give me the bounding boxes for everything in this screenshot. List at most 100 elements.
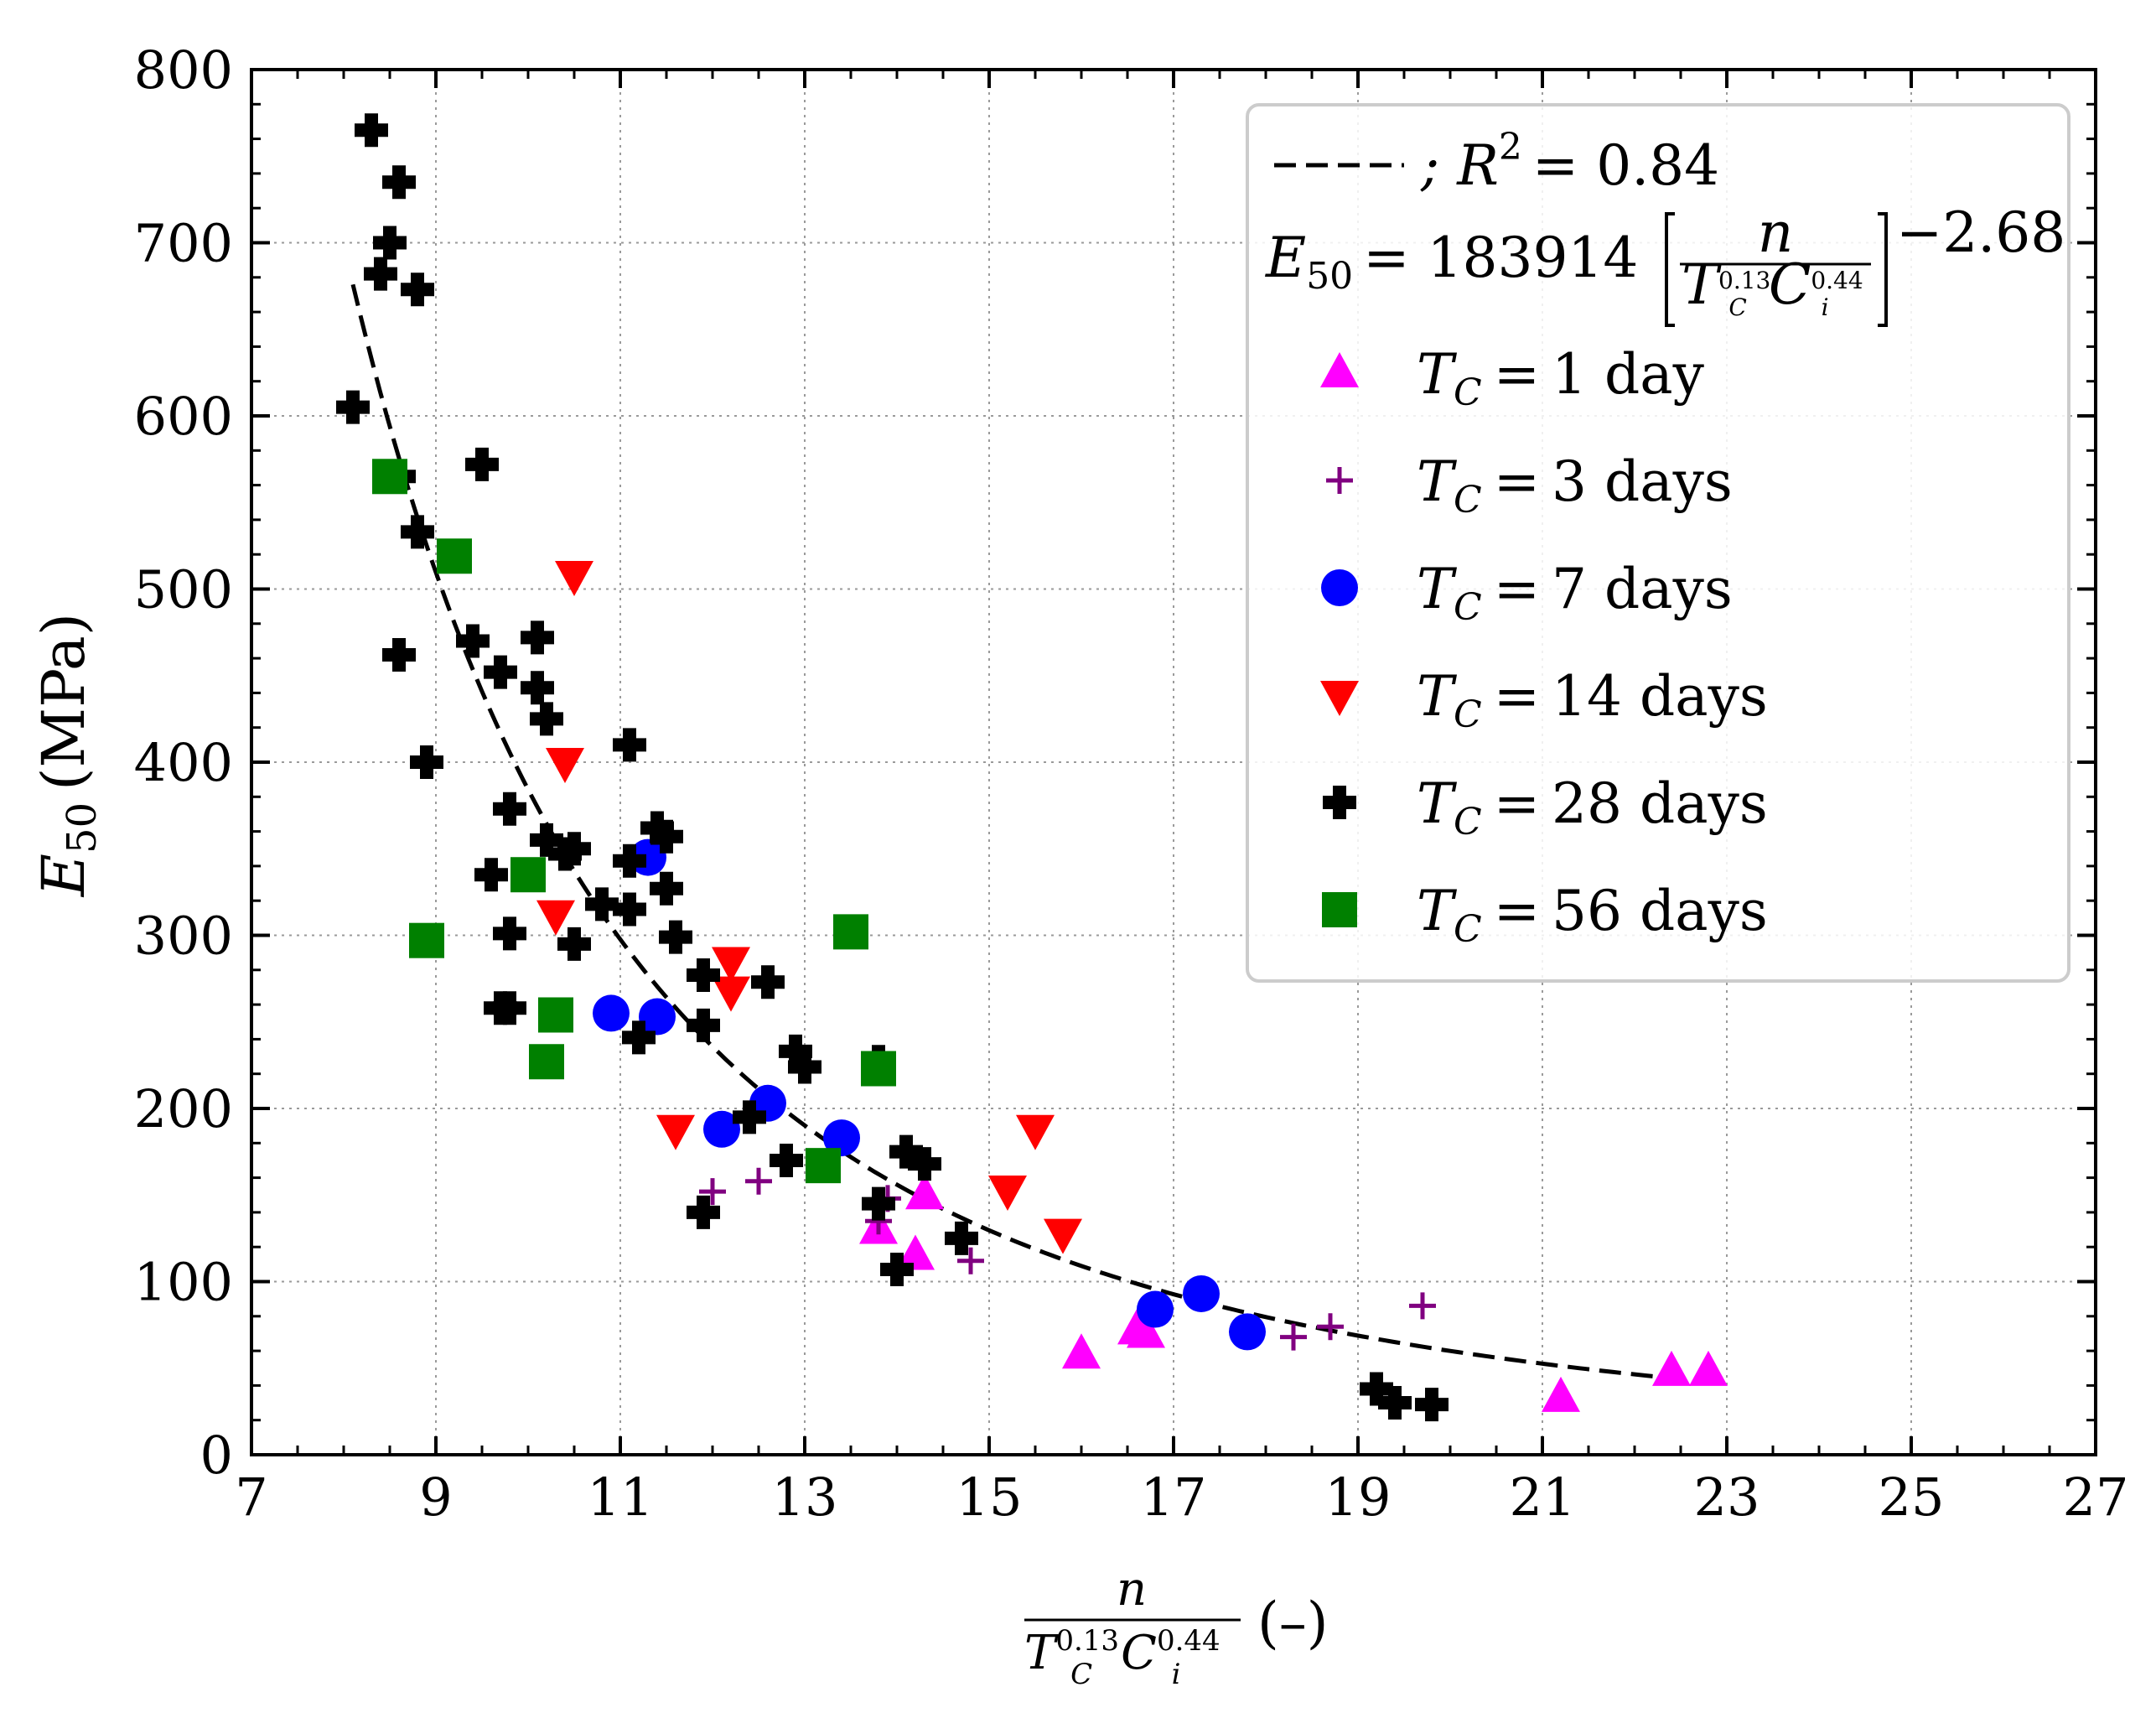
x-tick-label: 19	[1325, 1466, 1392, 1528]
data-point	[823, 1119, 860, 1157]
legend-entry-label: TC = 1 day	[1417, 342, 1705, 414]
x-tick-label: 9	[419, 1466, 452, 1528]
data-point	[1183, 1274, 1220, 1312]
data-point	[905, 1174, 944, 1210]
x-tick-label: 11	[588, 1466, 654, 1528]
data-point	[622, 1020, 656, 1055]
legend-fit-r2: ; R2 = 0.84	[1420, 126, 1719, 198]
data-point	[465, 447, 499, 481]
data-point	[1016, 1114, 1055, 1150]
legend-entry-label: TC = 28 days	[1417, 771, 1768, 844]
data-point	[650, 871, 683, 906]
x-tick-label: 7	[235, 1466, 267, 1528]
data-point	[687, 1195, 720, 1229]
data-point	[521, 671, 554, 705]
grid-lines	[251, 70, 2096, 1455]
data-point	[712, 976, 750, 1012]
data-point	[945, 1221, 978, 1255]
x-tick-label: 21	[1510, 1466, 1576, 1528]
legend-marker	[1321, 569, 1358, 606]
data-point	[409, 922, 444, 958]
equation-exponent: −2.68	[1896, 200, 2065, 265]
data-point	[382, 165, 416, 200]
data-point	[656, 1114, 695, 1150]
data-point	[401, 273, 434, 307]
data-point	[1409, 1292, 1436, 1320]
data-point	[1360, 1372, 1393, 1406]
legend-marker	[1326, 467, 1353, 494]
data-point	[493, 792, 526, 826]
data-point	[437, 538, 472, 574]
x-label-unit: (–)	[1257, 1591, 1329, 1655]
y-tick-label: 500	[134, 559, 233, 620]
data-point	[650, 819, 683, 854]
legend-box	[1246, 103, 2070, 983]
data-point	[1317, 1313, 1344, 1341]
x-tick-label: 27	[2063, 1466, 2129, 1528]
series-28-days	[336, 113, 1449, 1422]
y-tick-label: 100	[134, 1252, 233, 1313]
data-point	[1280, 1323, 1307, 1351]
x-tick-label: 25	[1879, 1466, 1945, 1528]
series-3-days	[699, 1167, 1436, 1351]
equation-fraction-denominator: T0.13 C C0.44 i	[1682, 252, 1863, 321]
legend-entry-label: TC = 3 days	[1417, 449, 1733, 522]
data-point	[733, 1100, 766, 1134]
data-point	[364, 257, 397, 291]
data-point	[687, 958, 720, 992]
legend-marker	[1322, 892, 1357, 927]
data-point	[493, 991, 526, 1025]
equation-right-bracket	[1878, 212, 1888, 327]
data-point	[788, 1050, 821, 1084]
equation-left-bracket	[1665, 212, 1675, 327]
data-point	[1652, 1350, 1691, 1386]
data-point	[1542, 1376, 1580, 1412]
data-point	[770, 1143, 803, 1177]
equation-fraction-numerator: n	[1758, 200, 1794, 265]
data-point	[1229, 1313, 1266, 1351]
x-tick-label: 17	[1141, 1466, 1207, 1528]
data-point	[687, 1008, 720, 1042]
fit-curve-layer	[350, 283, 1709, 1384]
legend-entries: TC = 1 day TC = 3 days TC = 7 days TC = 14 days TC = 2…	[1320, 342, 1768, 951]
y-tick-label: 0	[200, 1425, 233, 1486]
x-label-numerator: n	[1117, 1562, 1147, 1617]
data-point	[988, 1176, 1027, 1212]
data-point	[889, 1134, 923, 1169]
data-point	[474, 858, 508, 892]
data-point	[1127, 1312, 1165, 1348]
x-label-denominator: T0.13 C C0.44 i	[1024, 1624, 1221, 1691]
data-point	[530, 823, 563, 857]
legend-marker	[1323, 786, 1356, 819]
data-point	[745, 1167, 772, 1195]
data-points-layer	[336, 113, 1728, 1422]
legend-marker	[1320, 681, 1359, 716]
data-point	[751, 965, 785, 999]
data-point	[456, 624, 490, 658]
data-point	[779, 1034, 812, 1068]
legend-entry-label: TC = 14 days	[1417, 664, 1768, 736]
fit-curve	[350, 283, 1709, 1384]
data-point	[529, 1044, 564, 1080]
x-axis-label: n T0.13 C C0.44 i (–)	[1024, 1562, 1329, 1691]
data-point	[833, 914, 868, 950]
data-point	[401, 515, 434, 549]
x-tick-label: 13	[772, 1466, 838, 1528]
data-point	[1378, 1386, 1412, 1420]
data-point	[546, 748, 584, 783]
legend-marker	[1320, 352, 1359, 387]
data-point	[1415, 1388, 1449, 1422]
data-point	[372, 459, 407, 495]
x-tick-label: 23	[1694, 1466, 1760, 1528]
data-point	[1689, 1350, 1728, 1386]
data-point	[861, 1051, 896, 1087]
data-point	[557, 832, 591, 866]
data-point	[484, 655, 517, 689]
data-point	[613, 728, 646, 762]
y-tick-label: 600	[134, 386, 233, 447]
data-point	[1062, 1333, 1101, 1369]
data-point	[640, 811, 674, 845]
legend-entry-label: TC = 56 days	[1417, 879, 1768, 951]
y-tick-label: 700	[134, 213, 233, 274]
